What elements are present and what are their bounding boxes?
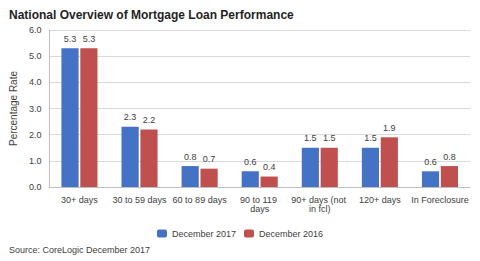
svg-text:90 to 119: 90 to 119 [240, 194, 280, 205]
svg-text:2.2: 2.2 [143, 115, 156, 125]
svg-text:5.3: 5.3 [64, 34, 77, 44]
svg-text:30+ days: 30+ days [61, 195, 98, 205]
svg-text:In Foreclosure: In Foreclosure [411, 195, 469, 205]
svg-text:4.0: 4.0 [29, 77, 42, 87]
svg-text:0.0: 0.0 [29, 182, 42, 192]
svg-text:December 2016: December 2016 [259, 229, 323, 239]
svg-text:5.0: 5.0 [29, 51, 42, 61]
svg-text:2.3: 2.3 [124, 112, 137, 122]
svg-text:0.6: 0.6 [424, 157, 437, 167]
svg-text:6.0: 6.0 [29, 25, 42, 35]
svg-text:120+ days: 120+ days [359, 195, 401, 205]
svg-text:30 to 59 days: 30 to 59 days [113, 195, 168, 205]
svg-text:1.0: 1.0 [29, 156, 42, 166]
svg-text:December 2017: December 2017 [172, 229, 236, 239]
svg-text:3.0: 3.0 [29, 104, 42, 114]
svg-text:1.9: 1.9 [383, 123, 396, 133]
svg-text:90+ days (not: 90+ days (not [291, 194, 349, 205]
svg-text:0.6: 0.6 [244, 157, 257, 167]
svg-text:1.5: 1.5 [323, 133, 336, 143]
svg-text:in fcl): in fcl) [309, 204, 331, 214]
svg-text:60 to 89 days: 60 to 89 days [173, 195, 228, 205]
svg-text:Source: CoreLogic December 201: Source: CoreLogic December 2017 [9, 245, 150, 255]
svg-text:1.5: 1.5 [364, 133, 377, 143]
svg-text:days: days [250, 204, 270, 214]
svg-text:National Overview of Mortgage: National Overview of Mortgage Loan Perfo… [9, 8, 294, 22]
svg-text:0.7: 0.7 [203, 154, 216, 164]
svg-text:2.0: 2.0 [29, 130, 42, 140]
svg-text:1.5: 1.5 [304, 133, 317, 143]
svg-text:0.4: 0.4 [263, 162, 276, 172]
svg-text:0.8: 0.8 [184, 152, 197, 162]
svg-text:5.3: 5.3 [83, 34, 96, 44]
svg-text:Percentage Rate: Percentage Rate [8, 71, 19, 146]
svg-text:0.8: 0.8 [443, 152, 456, 162]
